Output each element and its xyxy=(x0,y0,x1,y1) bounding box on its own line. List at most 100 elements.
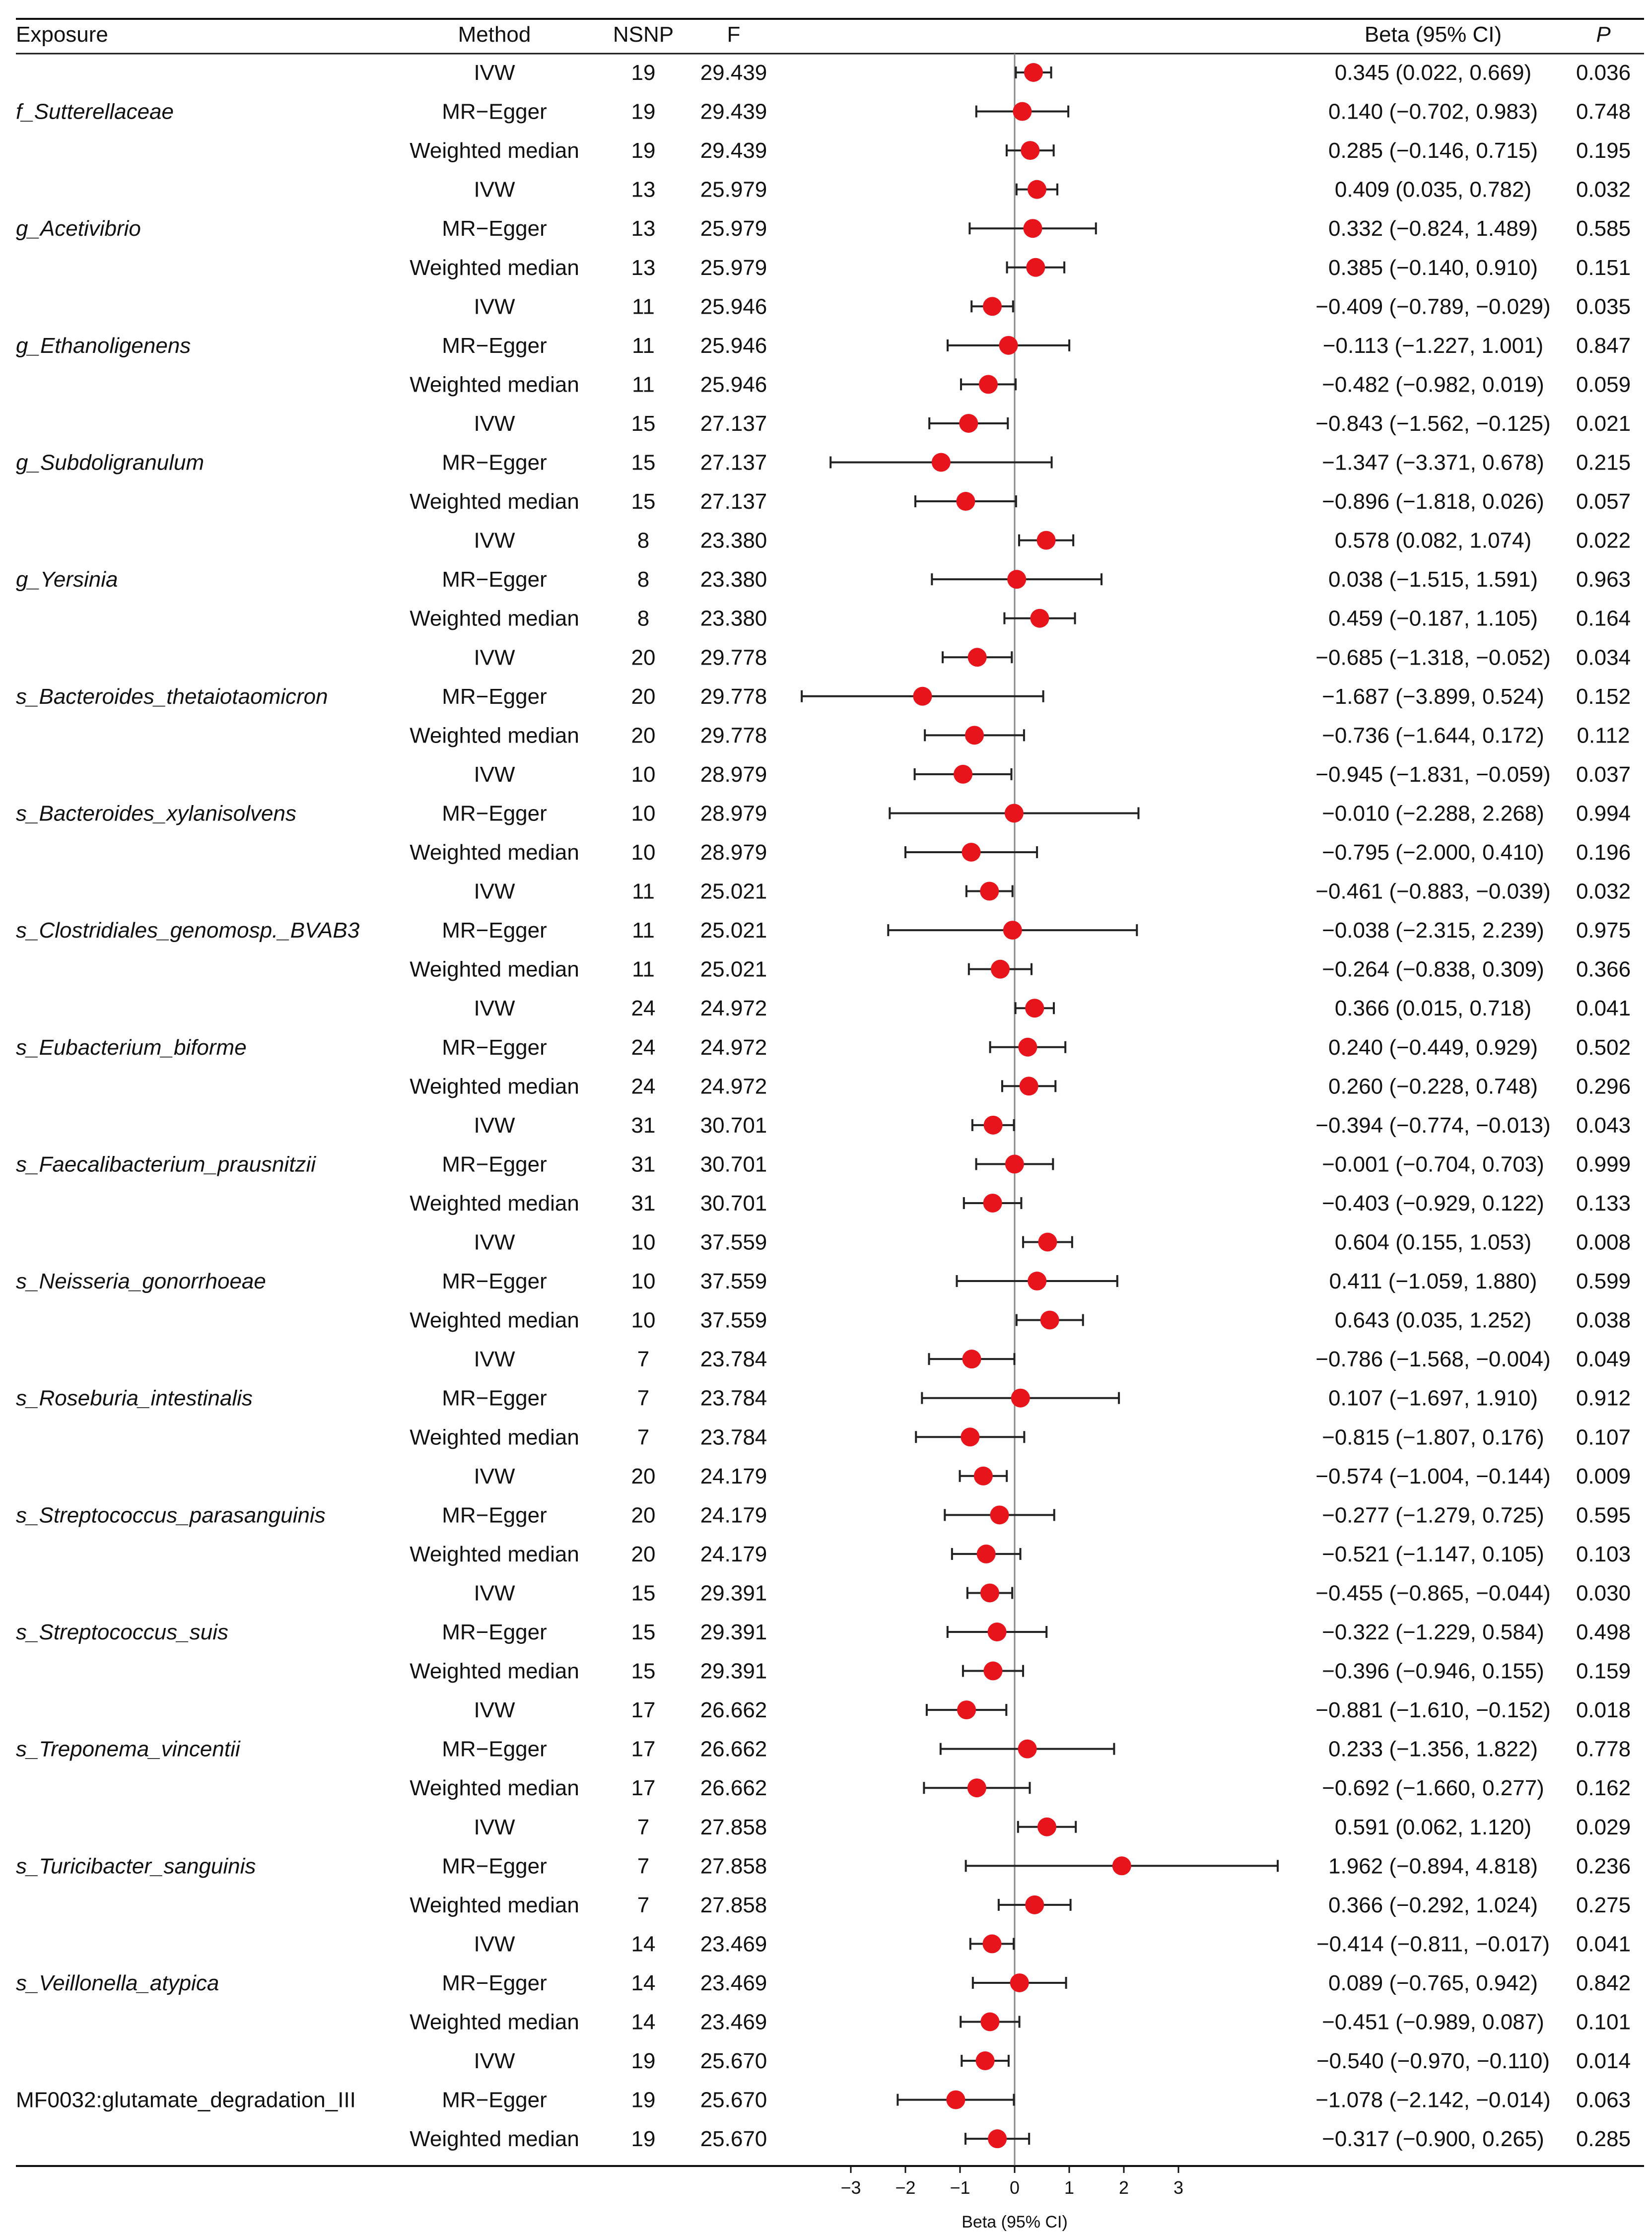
exposure-label: s_Bacteroides_xylanisolvens xyxy=(16,801,296,825)
table-row: IVW 15 29.391 −0.455 (−0.865, −0.044) 0.030 xyxy=(474,1581,1631,1605)
estimate-point xyxy=(1007,570,1027,589)
p-value-cell: 0.014 xyxy=(1576,2049,1631,2073)
table-row: Weighted median 7 23.784 −0.815 (−1.807, 0.… xyxy=(410,1425,1631,1449)
estimate-point xyxy=(967,1778,986,1798)
method-cell: MR−Egger xyxy=(442,1620,547,1644)
estimate-point xyxy=(1038,1232,1057,1252)
p-value-cell: 0.133 xyxy=(1576,1191,1631,1216)
p-value-cell: 0.748 xyxy=(1576,100,1631,124)
f-statistic-cell: 24.972 xyxy=(700,996,767,1020)
nsnp-cell: 15 xyxy=(631,1620,656,1644)
estimate-point xyxy=(980,2012,1000,2031)
estimate-point xyxy=(913,686,932,706)
nsnp-cell: 15 xyxy=(631,1659,656,1684)
exposure-label: s_Treponema_vincentii xyxy=(16,1737,241,1761)
f-statistic-cell: 25.946 xyxy=(700,334,767,358)
method-cell: MR−Egger xyxy=(442,1269,547,1293)
beta-ci-cell: 0.285 (−0.146, 0.715) xyxy=(1328,138,1538,163)
estimate-point xyxy=(1010,1973,1029,1992)
nsnp-cell: 14 xyxy=(631,2010,656,2034)
beta-ci-cell: −0.736 (−1.644, 0.172) xyxy=(1322,723,1544,747)
f-statistic-cell: 25.946 xyxy=(700,372,767,397)
method-cell: IVW xyxy=(474,1698,515,1722)
table-row: IVW 19 29.439 0.345 (0.022, 0.669) 0.036 xyxy=(474,61,1631,85)
method-cell: Weighted median xyxy=(410,1659,579,1684)
table-row: g_Yersinia MR−Egger 8 23.380 0.038 (−1.515, … xyxy=(16,567,1631,592)
nsnp-cell: 31 xyxy=(631,1152,656,1176)
p-value-cell: 0.994 xyxy=(1576,801,1631,825)
beta-ci-cell: 0.459 (−0.187, 1.105) xyxy=(1328,607,1538,631)
beta-ci-cell: 0.345 (0.022, 0.669) xyxy=(1335,61,1531,85)
nsnp-cell: 19 xyxy=(631,100,656,124)
estimate-point xyxy=(1030,609,1049,628)
f-statistic-cell: 27.137 xyxy=(700,489,767,514)
method-cell: Weighted median xyxy=(410,957,579,982)
table-row: IVW 17 26.662 −0.881 (−1.610, −0.152) 0.018 xyxy=(474,1698,1631,1722)
nsnp-cell: 19 xyxy=(631,2127,656,2151)
beta-ci-cell: −0.461 (−0.883, −0.039) xyxy=(1315,880,1550,904)
p-value-cell: 0.021 xyxy=(1576,411,1631,436)
f-statistic-cell: 29.439 xyxy=(700,138,767,163)
table-row: IVW 8 23.380 0.578 (0.082, 1.074) 0.022 xyxy=(474,529,1631,553)
estimate-point xyxy=(990,959,1010,979)
nsnp-cell: 14 xyxy=(631,1971,656,1995)
p-value-cell: 0.041 xyxy=(1576,996,1631,1020)
f-statistic-cell: 29.391 xyxy=(700,1659,767,1684)
method-cell: MR−Egger xyxy=(442,1386,547,1411)
method-cell: IVW xyxy=(474,1464,515,1489)
method-cell: Weighted median xyxy=(410,1893,579,1917)
f-statistic-cell: 25.670 xyxy=(700,2088,767,2112)
header-p: P xyxy=(1596,22,1611,47)
method-cell: Weighted median xyxy=(410,489,579,514)
f-statistic-cell: 27.137 xyxy=(700,411,767,436)
table-row: Weighted median 13 25.979 0.385 (−0.140, 0.… xyxy=(410,256,1631,280)
p-value-cell: 0.275 xyxy=(1576,1893,1631,1917)
f-statistic-cell: 29.439 xyxy=(700,61,767,85)
p-value-cell: 0.195 xyxy=(1576,138,1631,163)
estimate-point xyxy=(1024,63,1043,82)
nsnp-cell: 31 xyxy=(631,1191,656,1216)
header-exposure: Exposure xyxy=(16,22,108,47)
estimate-point xyxy=(987,1623,1007,1641)
beta-ci-cell: −0.277 (−1.279, 0.725) xyxy=(1322,1503,1544,1527)
estimate-point xyxy=(931,453,951,472)
exposure-label: s_Eubacterium_biforme xyxy=(16,1035,247,1060)
beta-ci-cell: −0.455 (−0.865, −0.044) xyxy=(1315,1581,1550,1605)
estimate-point xyxy=(1004,804,1024,823)
table-row: IVW 13 25.979 0.409 (0.035, 0.782) 0.032 xyxy=(474,178,1631,202)
beta-ci-cell: −0.945 (−1.831, −0.059) xyxy=(1315,762,1550,787)
x-tick-label: −2 xyxy=(895,2177,915,2198)
p-value-cell: 0.595 xyxy=(1576,1503,1631,1527)
table-row: f_Sutterellaceae MR−Egger 19 29.439 0.140 (−… xyxy=(16,100,1631,124)
estimate-point xyxy=(973,1466,993,1486)
method-cell: IVW xyxy=(474,1113,515,1138)
nsnp-cell: 19 xyxy=(631,2049,656,2073)
f-statistic-cell: 27.858 xyxy=(700,1854,767,1878)
table-row: s_Faecalibacterium_prausnitzii MR−Egger 31… xyxy=(16,1152,1631,1176)
x-axis-label: Beta (95% CI) xyxy=(962,2213,1068,2232)
exposure-label: g_Yersinia xyxy=(16,567,118,592)
table-row: IVW 11 25.946 −0.409 (−0.789, −0.029) 0.035 xyxy=(474,294,1631,319)
f-statistic-cell: 25.670 xyxy=(700,2127,767,2151)
estimate-point xyxy=(980,1583,999,1603)
method-cell: IVW xyxy=(474,1347,515,1371)
p-value-cell: 0.041 xyxy=(1576,1932,1631,1956)
nsnp-cell: 7 xyxy=(637,1893,649,1917)
f-statistic-cell: 26.662 xyxy=(700,1737,767,1761)
method-cell: IVW xyxy=(474,411,515,436)
method-cell: Weighted median xyxy=(410,138,579,163)
nsnp-cell: 7 xyxy=(637,1386,649,1411)
beta-ci-cell: −0.317 (−0.900, 0.265) xyxy=(1322,2127,1544,2151)
p-value-cell: 0.159 xyxy=(1576,1659,1631,1684)
p-value-cell: 0.502 xyxy=(1576,1035,1631,1060)
exposure-label: s_Clostridiales_genomosp._BVAB3 xyxy=(16,918,360,943)
exposure-label: s_Bacteroides_thetaiotaomicron xyxy=(16,684,328,709)
p-value-cell: 0.112 xyxy=(1577,723,1630,747)
estimate-point xyxy=(1027,180,1046,199)
table-row: Weighted median 17 26.662 −0.692 (−1.660, 0… xyxy=(410,1776,1631,1800)
estimate-point xyxy=(1003,921,1022,940)
header-beta-ci: Beta (95% CI) xyxy=(1365,22,1502,47)
beta-ci-cell: −0.010 (−2.288, 2.268) xyxy=(1322,801,1544,825)
nsnp-cell: 10 xyxy=(631,801,656,825)
table-row: Weighted median 15 27.137 −0.896 (−1.818, 0… xyxy=(410,489,1631,514)
